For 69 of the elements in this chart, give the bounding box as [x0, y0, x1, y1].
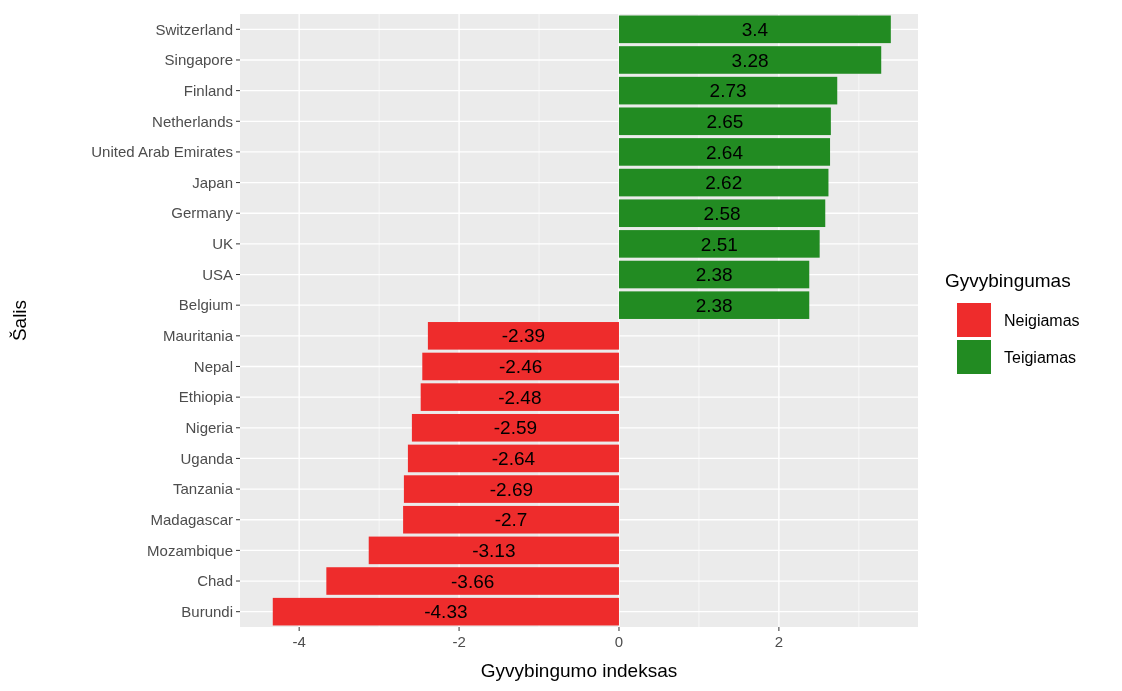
data-label: 3.4	[741, 18, 769, 40]
bar	[618, 138, 831, 166]
bar	[422, 352, 619, 381]
data-label: -2.7	[494, 509, 528, 531]
data-label: -2.46	[498, 356, 543, 378]
y-tick-label: Mozambique	[147, 541, 233, 559]
legend-title: Gyvybingumas	[945, 270, 1071, 291]
bar	[618, 260, 810, 289]
bar	[403, 505, 619, 534]
y-tick-label: Tanzania	[172, 480, 234, 498]
y-tick-label: Burundi	[181, 602, 233, 620]
y-tick-label: Singapore	[164, 51, 233, 69]
y-axis-title: Šalis	[9, 299, 30, 342]
bar	[407, 444, 619, 473]
y-tick-label: USA	[202, 265, 233, 283]
data-label: -2.59	[493, 417, 538, 439]
y-tick-label: Uganda	[180, 449, 234, 467]
bar	[618, 107, 831, 136]
bar	[618, 291, 810, 319]
y-tick-label: Nepal	[193, 357, 233, 375]
data-label: -2.69	[489, 478, 534, 500]
y-tick-label: Netherlands	[152, 112, 233, 130]
x-tick-label: -2	[452, 633, 466, 650]
bar	[618, 168, 829, 197]
bar	[427, 322, 619, 350]
data-label: -4.33	[424, 601, 468, 623]
data-label: 3.28	[731, 49, 769, 71]
y-tick-label: Mauritania	[162, 327, 234, 345]
data-label: 2.38	[695, 264, 733, 286]
data-label: -3.13	[472, 540, 516, 562]
data-label: 2.65	[706, 110, 744, 132]
bar	[403, 475, 619, 503]
x-tick-label: 2	[774, 633, 784, 650]
data-label: -3.66	[451, 570, 495, 592]
y-tick-label: Ethiopia	[178, 388, 234, 406]
data-label: 2.62	[705, 172, 743, 194]
y-tick-label: United Arab Emirates	[91, 143, 233, 161]
legend-label: Teigiamas	[1004, 348, 1077, 366]
y-tick-label: Japan	[192, 173, 233, 191]
y-tick-label: Belgium	[178, 296, 233, 314]
bar	[420, 383, 619, 411]
x-tick-label: 0	[614, 633, 624, 650]
x-tick-label: -4	[292, 633, 306, 650]
data-label: 2.38	[695, 294, 733, 316]
data-label: 2.64	[706, 141, 744, 163]
bar	[326, 567, 619, 595]
y-tick-label: Germany	[171, 204, 234, 222]
y-tick-label: Finland	[183, 81, 233, 99]
x-axis-title: Gyvybingumo indeksas	[480, 660, 678, 681]
legend-label: Neigiamas	[1004, 311, 1080, 329]
bar	[618, 15, 891, 44]
bar	[618, 46, 882, 74]
y-tick-label: Nigeria	[185, 419, 234, 437]
data-label: -2.39	[501, 325, 546, 347]
bar	[368, 536, 619, 565]
y-tick-label: Chad	[197, 572, 233, 590]
data-label: 2.73	[709, 80, 747, 102]
y-tick-label: Madagascar	[150, 510, 233, 528]
bar	[411, 413, 619, 442]
data-label: 2.51	[700, 233, 738, 255]
bar	[618, 199, 826, 228]
data-label: 2.58	[703, 202, 741, 224]
bar	[618, 230, 820, 258]
data-label: -2.48	[498, 386, 542, 408]
y-tick-label: UK	[212, 235, 233, 253]
data-label: -2.64	[491, 448, 536, 470]
y-tick-label: Switzerland	[155, 20, 233, 38]
bar	[618, 76, 838, 105]
bar	[272, 597, 619, 626]
